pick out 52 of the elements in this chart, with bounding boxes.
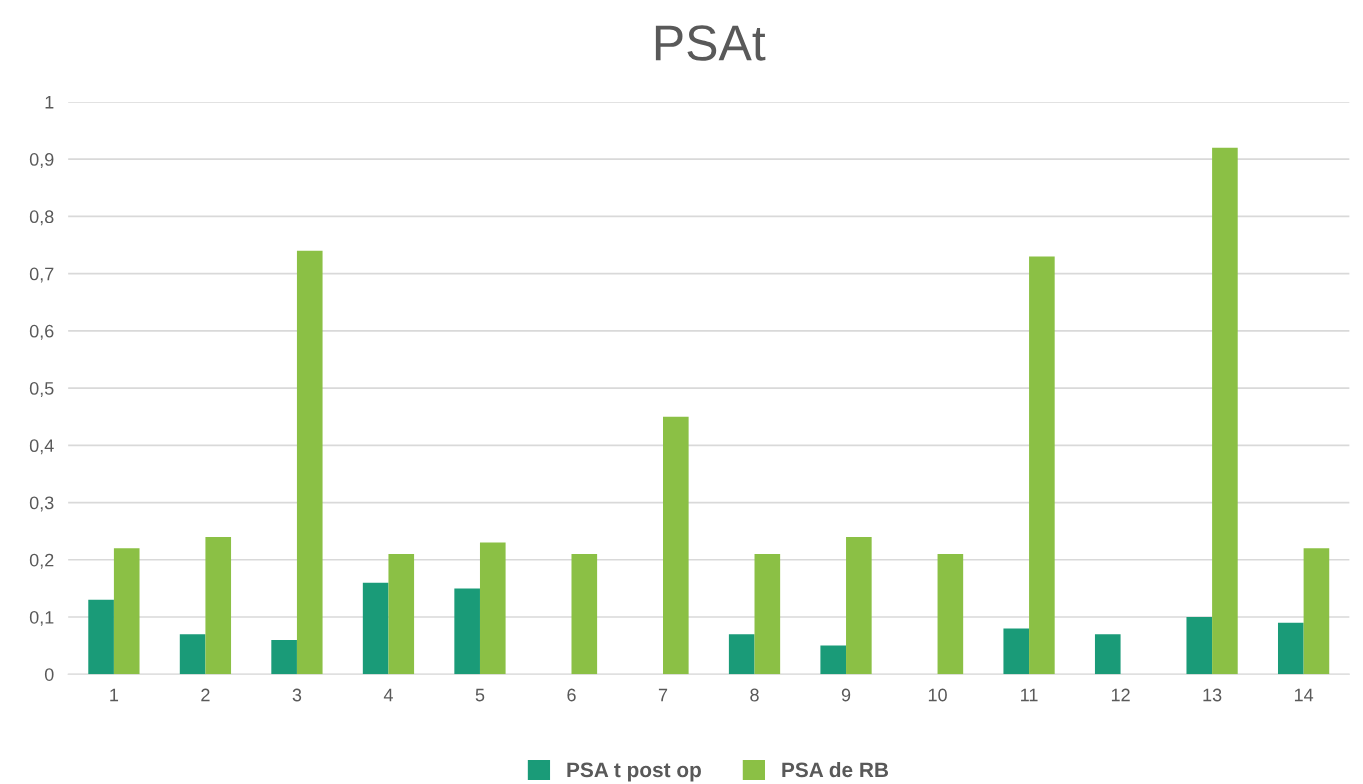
x-tick-label: 8 [750, 688, 759, 702]
bar [388, 554, 415, 675]
bar [571, 554, 598, 675]
y-tick-label: 0,1 [29, 610, 54, 626]
x-tick-label: 3 [292, 688, 302, 702]
bar [1003, 628, 1030, 675]
y-tick-label: 0,3 [29, 496, 54, 512]
y-tick-label: 1 [45, 96, 54, 109]
bar [663, 416, 689, 675]
bar [1029, 256, 1055, 675]
bar [271, 639, 297, 675]
bar [362, 582, 389, 675]
bar [113, 548, 140, 675]
y-tick-label: 0,9 [29, 153, 54, 168]
x-tick-label: 12 [1111, 688, 1130, 702]
bar [1094, 634, 1121, 675]
y-tick-label: 0,2 [29, 553, 54, 569]
x-tick-label: 7 [658, 688, 668, 702]
legend-label: PSA t post op [567, 762, 701, 782]
bar [1303, 548, 1330, 675]
bar [479, 542, 506, 675]
legend-label: PSA de RB [782, 761, 889, 778]
y-tick-label: 0,8 [29, 210, 54, 226]
bar [937, 554, 964, 675]
bar [179, 634, 206, 675]
x-tick-label: 1 [110, 688, 119, 702]
bar [754, 554, 781, 675]
bar [846, 536, 872, 675]
x-tick-label: 2 [201, 688, 210, 702]
x-tick-label: 13 [1203, 688, 1222, 702]
bar [454, 588, 480, 675]
bar [296, 250, 323, 675]
x-tick-label: 11 [1021, 688, 1038, 702]
y-tick-label: 0,6 [29, 324, 54, 340]
x-tick-label: 5 [475, 688, 485, 702]
y-tick-label: 0 [44, 668, 54, 681]
bar [1186, 617, 1213, 675]
x-tick-label: 14 [1294, 688, 1314, 702]
x-tick-label: 9 [841, 688, 851, 702]
bar [88, 599, 114, 675]
y-tick-label: 0,4 [29, 439, 54, 455]
bar [728, 634, 755, 675]
bar [1212, 147, 1238, 675]
bar [205, 536, 232, 675]
chart-title: PSAt [655, 25, 766, 61]
bar [1277, 622, 1304, 675]
x-tick-label: 10 [928, 688, 947, 702]
y-tick-label: 0,7 [29, 267, 54, 283]
x-tick-label: 4 [383, 688, 393, 702]
x-tick-label: 6 [567, 688, 576, 702]
y-tick-label: 0,5 [29, 382, 54, 397]
bar [820, 645, 847, 675]
